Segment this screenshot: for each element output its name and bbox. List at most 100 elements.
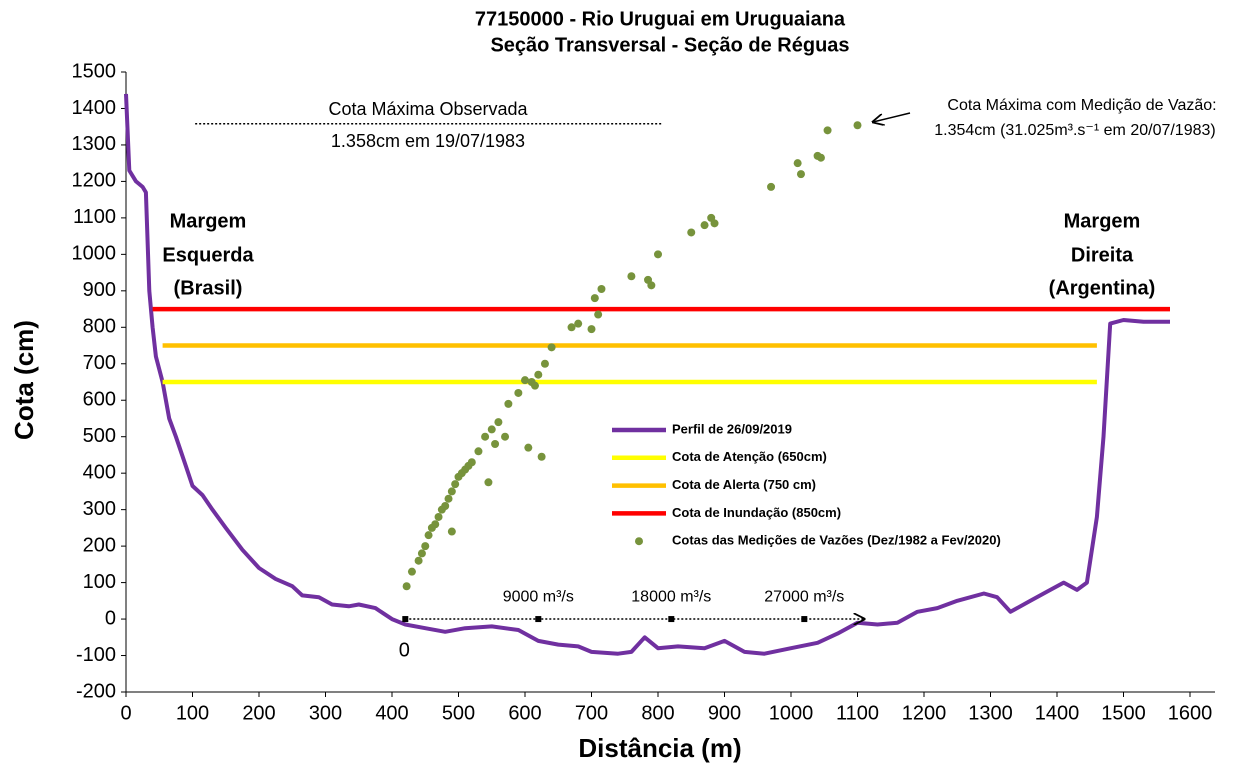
scatter-point [481,432,490,441]
bank-label: Esquerda [162,244,254,266]
x-tick-label: 400 [375,702,408,724]
annotation: Cota Máxima Observada [328,99,528,119]
x-tick-label: 700 [575,702,608,724]
scatter-point [524,443,533,452]
scatter-point [567,323,576,332]
y-tick-label: 900 [83,279,116,301]
x-tick-label: 0 [120,702,131,724]
bank-label: (Brasil) [174,277,243,299]
y-tick-label: 1500 [72,60,117,82]
scatter-point [447,527,456,536]
annotation: 1.358cm em 19/07/1983 [331,131,525,151]
legend-label: Cota de Inundação (850cm) [672,505,841,520]
y-tick-label: 400 [83,461,116,483]
annotation: Cota Máxima com Medição de Vazão: [947,97,1216,114]
chart-title: 77150000 - Rio Uruguai em Uruguaiana [475,8,846,30]
x-tick-label: 500 [442,702,475,724]
scatter-point [467,458,476,467]
scatter-point [767,182,776,191]
annotation: 1.354cm (31.025m³.s⁻¹ em 20/07/1983) [934,122,1215,139]
scatter-point [627,272,636,281]
legend-swatch [635,537,643,546]
x-tick-label: 900 [708,702,741,724]
discharge-tick [668,616,675,623]
discharge-label: 0 [399,639,410,661]
scatter-point [444,494,453,503]
bank-label: Direita [1071,244,1134,266]
x-tick-label: 800 [641,702,674,724]
x-tick-label: 1100 [836,702,879,724]
scatter-point [414,556,423,565]
bank-label: (Argentina) [1049,277,1156,299]
scatter-point [530,381,539,390]
scatter-point [451,480,460,489]
scatter-point [421,542,430,551]
scatter-point [402,582,411,591]
scatter-point [540,359,549,368]
bank-label: Margem [1064,210,1141,232]
scatter-point [816,153,825,162]
bank-label: Margem [170,210,247,232]
scatter-point [494,418,503,427]
legend-label: Cotas das Medições de Vazões (Dez/1982 a… [672,533,1001,548]
legend-label: Cota de Atenção (650cm) [672,449,827,464]
scatter-point [431,520,440,529]
discharge-tick [402,616,409,623]
scatter-point [654,250,662,259]
y-tick-label: 600 [83,389,116,411]
scatter-point [504,399,513,408]
y-tick-label: 200 [83,534,116,556]
x-tick-label: 200 [242,702,275,724]
y-tick-label: 800 [83,316,116,338]
series-line [124,93,1170,656]
scatter-point [597,285,606,293]
scatter-point [521,376,529,385]
scatter-point [441,502,450,510]
scatter-point [853,121,862,130]
y-axis-title: Cota (cm) [9,320,39,440]
x-tick-label: 300 [309,702,342,724]
scatter-point [594,310,603,319]
y-tick-label: 1200 [72,170,117,192]
scatter-point [514,388,523,397]
scatter-point [710,219,719,228]
y-tick-label: -100 [76,644,116,666]
discharge-label: 18000 m³/s [631,588,711,605]
legend-label: Perfil de 26/09/2019 [672,421,792,436]
scatter-point [793,159,802,168]
scatter-point [474,447,483,456]
scatter-point [647,281,656,290]
scatter-point [434,512,443,521]
x-tick-label: 1000 [769,702,814,724]
scatter-point [700,221,709,230]
scatter-point [491,440,500,448]
y-tick-label: 1000 [72,243,117,265]
y-tick-label: 300 [83,498,116,520]
scatter-point [796,170,805,179]
discharge-label: 27000 m³/s [764,588,844,605]
chart-subtitle: Seção Transversal - Seção de Réguas [490,34,849,56]
y-tick-label: 500 [83,425,116,447]
x-tick-label: 1200 [902,702,947,724]
scatter-point [407,567,416,576]
scatter-point [417,549,426,558]
y-tick-label: 1100 [73,206,116,228]
x-tick-label: 1300 [968,702,1013,724]
y-tick-label: -200 [76,680,116,702]
x-tick-label: 1400 [1035,702,1080,724]
scatter-point [487,425,496,434]
scatter-point [424,531,433,540]
y-tick-label: 1400 [72,97,117,119]
x-axis-title: Distância (m) [578,733,741,763]
scatter-point [590,294,599,303]
x-tick-label: 100 [176,702,209,724]
y-tick-label: 1300 [72,133,117,155]
scatter-point [447,487,456,496]
scatter-point [547,343,556,352]
discharge-label: 9000 m³/s [503,588,574,605]
legend-label: Cota de Alerta (750 cm) [672,477,816,492]
scatter-point [501,432,510,441]
scatter-point [823,126,832,135]
x-tick-label: 600 [508,702,541,724]
y-tick-label: 0 [105,607,116,629]
